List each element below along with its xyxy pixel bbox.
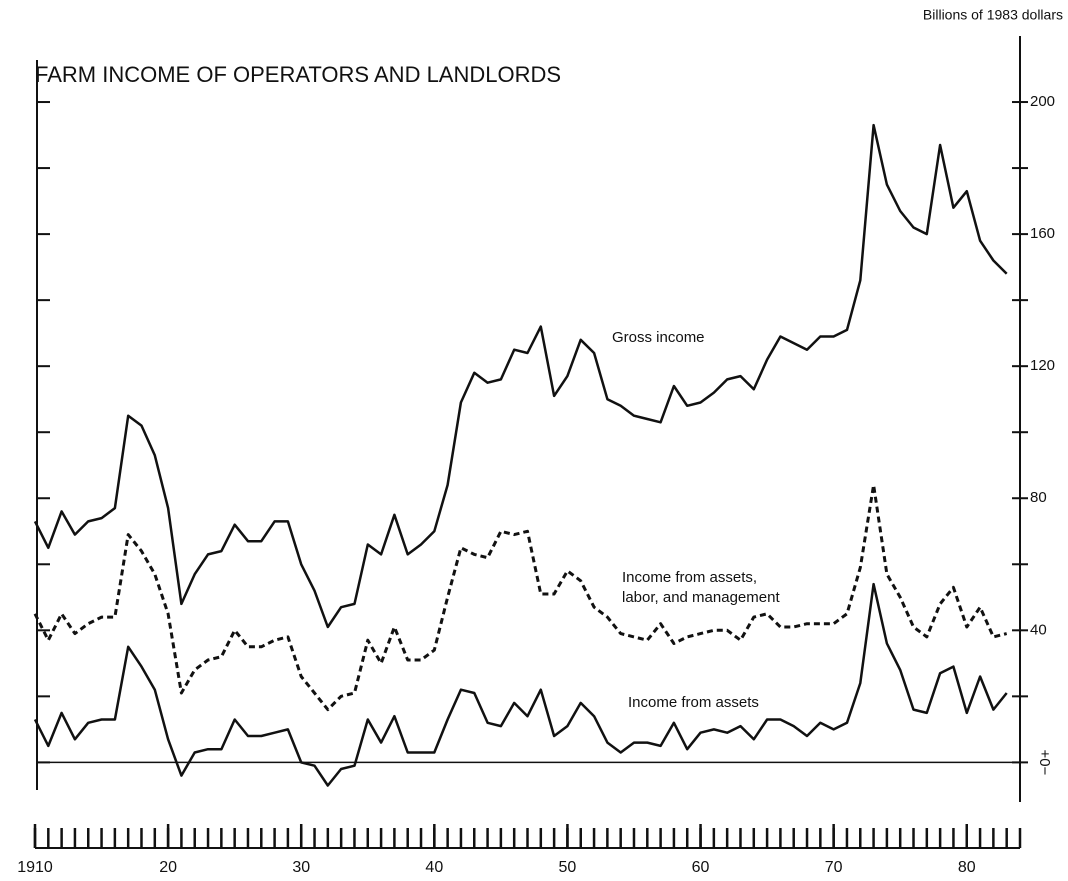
- y-tick-label: 160: [1030, 225, 1055, 242]
- x-tick-label: 80: [958, 859, 976, 876]
- series-line: [33, 582, 1008, 787]
- series-label: Income from assets, labor, and managemen…: [622, 569, 780, 606]
- y-tick-label: 40: [1030, 621, 1047, 638]
- series-label: Income from assets: [628, 694, 759, 711]
- x-tick-label: 50: [559, 859, 577, 876]
- y-tick-label: +0−: [1036, 749, 1053, 775]
- x-tick-label: 70: [825, 859, 843, 876]
- x-tick-label: 30: [292, 859, 310, 876]
- y-tick-label: 80: [1030, 489, 1047, 506]
- y-tick-label: 120: [1030, 357, 1055, 374]
- x-tick-label: 40: [425, 859, 443, 876]
- y-axis-label: Billions of 1983 dollars: [923, 7, 1063, 23]
- x-tick-label: 1910: [17, 859, 53, 876]
- y-tick-label: 200: [1030, 93, 1055, 110]
- x-tick-label: 60: [692, 859, 710, 876]
- x-tick-label: 20: [159, 859, 177, 876]
- series-line: [33, 483, 1008, 712]
- chart-title: FARM INCOME OF OPERATORS AND LANDLORDS: [35, 62, 561, 87]
- series-label: Gross income: [612, 329, 705, 346]
- series-line: [33, 123, 1008, 629]
